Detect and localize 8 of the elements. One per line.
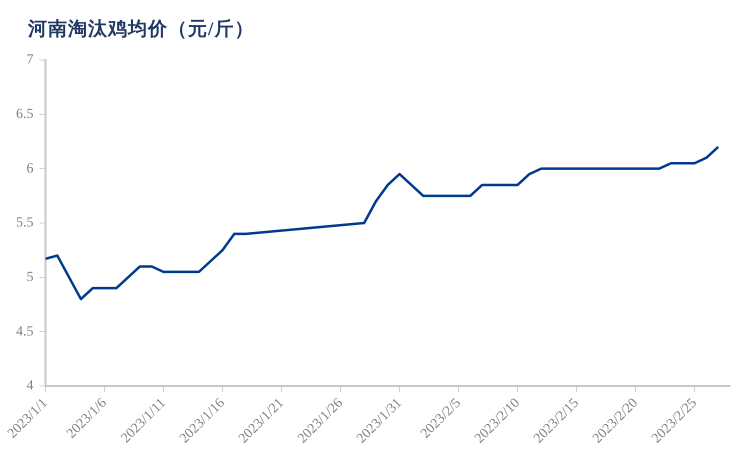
chart-title: 河南淘汰鸡均价（元/斤） [28,18,254,42]
y-tick-label: 4 [26,378,34,394]
y-tick-label: 7 [26,52,34,68]
y-tick-label: 4.5 [16,324,34,340]
y-tick-label: 6.5 [16,107,34,122]
y-tick-label: 5 [26,270,34,285]
y-tick-label: 5.5 [16,216,34,231]
y-tick-label: 6 [26,161,34,176]
